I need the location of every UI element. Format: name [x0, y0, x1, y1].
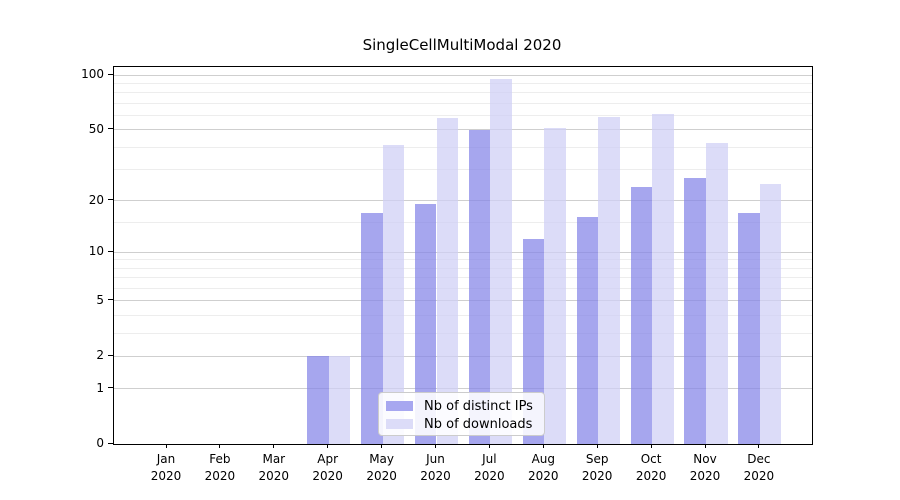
x-axis-tick-mark [219, 444, 221, 448]
x-axis-tick-year: 2020 [312, 469, 343, 483]
y-axis-tick-mark [108, 199, 113, 201]
gridline-major [114, 200, 812, 202]
x-axis-tick-label: Jan 2020 [134, 451, 198, 485]
x-axis-tick-year: 2020 [743, 469, 775, 483]
y-axis-tick-label: 1 [96, 380, 104, 395]
x-axis-tick-mark [381, 444, 383, 448]
x-axis-tick-mark [650, 444, 652, 448]
gridline-minor [114, 146, 812, 148]
x-axis-tick-year: 2020 [150, 469, 182, 483]
x-axis-tick-label: Apr 2020 [296, 451, 360, 485]
x-axis-tick-year: 2020 [366, 469, 397, 483]
x-axis-tick-mark [273, 444, 275, 448]
bar-downloads [490, 79, 512, 444]
x-axis-tick-mark [758, 444, 760, 448]
x-axis-tick-label: Jul 2020 [457, 451, 521, 485]
x-axis-tick-mark [327, 444, 329, 448]
legend-swatch-downloads [386, 419, 413, 429]
x-axis-tick-year: 2020 [258, 469, 290, 483]
x-axis-tick-mark [596, 444, 598, 448]
gridline-minor [114, 277, 812, 279]
x-axis-tick-label: Dec 2020 [727, 451, 791, 485]
x-axis-tick-year: 2020 [689, 469, 721, 483]
gridline-minor [114, 82, 812, 84]
legend-label-distinct-ips: Nb of distinct IPs [424, 398, 533, 414]
chart-title: SingleCellMultiModal 2020 [362, 36, 562, 54]
x-axis-tick-year: 2020 [420, 469, 451, 483]
bar-downloads [652, 114, 674, 444]
x-axis-tick-label: Feb 2020 [188, 451, 252, 485]
bar-distinct-ips [684, 177, 706, 444]
y-axis-tick-label: 100 [81, 67, 104, 81]
bar-downloads [706, 143, 728, 444]
bar-distinct-ips [576, 217, 599, 444]
x-axis-tick-label: Oct 2020 [619, 451, 683, 485]
bar-downloads [544, 128, 566, 444]
bar-downloads [436, 117, 459, 444]
x-axis-tick-year: 2020 [635, 469, 667, 483]
gridline-minor [114, 314, 812, 316]
y-axis-tick-mark [108, 250, 113, 252]
y-axis-tick-label: 10 [88, 244, 104, 259]
gridline-minor [114, 267, 812, 269]
bar-downloads [598, 116, 620, 444]
legend-label-downloads: Nb of downloads [424, 416, 533, 432]
gridline-minor [114, 114, 812, 116]
x-axis-tick-year: 2020 [474, 469, 505, 483]
x-axis-tick-label: Jun 2020 [404, 451, 468, 485]
gridline-minor [114, 102, 812, 104]
x-axis-tick-label: May 2020 [350, 451, 414, 485]
bar-downloads [382, 145, 405, 444]
legend: Nb of distinct IPs Nb of downloads [378, 392, 545, 436]
bar-distinct-ips [307, 356, 329, 444]
x-axis-tick-year: 2020 [581, 469, 613, 483]
plot-area [113, 66, 813, 445]
y-axis-tick-mark [108, 128, 113, 130]
y-axis-tick-mark [108, 442, 113, 444]
bar-downloads [759, 183, 782, 444]
bar-distinct-ips [468, 129, 491, 444]
gridline-minor [114, 259, 812, 261]
gridline-minor [114, 332, 812, 334]
y-axis-tick-mark [108, 387, 113, 389]
gridline-major [114, 388, 812, 390]
bar-distinct-ips [414, 204, 437, 444]
y-axis-tick-label: 5 [96, 292, 104, 307]
x-axis-tick-label: Mar 2020 [242, 451, 306, 485]
gridline-major [114, 251, 812, 253]
legend-swatch-distinct-ips [386, 401, 413, 411]
x-axis-tick-mark [488, 444, 490, 448]
x-axis-tick-label: Sep 2020 [565, 451, 629, 485]
y-axis-tick-label: 0 [96, 436, 104, 450]
y-axis-tick-label: 50 [88, 121, 104, 136]
x-axis-tick-label: Aug 2020 [511, 451, 575, 485]
y-axis-tick-mark [108, 354, 113, 356]
bar-distinct-ips [361, 212, 383, 444]
x-axis-tick-mark [704, 444, 706, 448]
x-axis-tick-mark [165, 444, 167, 448]
gridline-major [114, 300, 812, 302]
x-axis-tick-year: 2020 [204, 469, 236, 483]
gridline-minor [114, 287, 812, 289]
gridline-minor [114, 221, 812, 223]
y-axis-tick-label: 20 [88, 192, 104, 207]
bar-distinct-ips [630, 186, 653, 444]
x-axis-tick-mark [542, 444, 544, 448]
bar-distinct-ips [738, 212, 760, 444]
y-axis-tick-label: 2 [96, 348, 104, 363]
legend-item-distinct-ips: Nb of distinct IPs [386, 397, 544, 415]
legend-item-downloads: Nb of downloads [386, 415, 544, 433]
x-axis-tick-label: Nov 2020 [673, 451, 737, 485]
gridline-major [114, 129, 812, 131]
y-axis-tick-mark [108, 299, 113, 301]
gridline-minor [114, 92, 812, 94]
gridline-minor [114, 168, 812, 170]
y-axis-tick-mark [108, 73, 113, 75]
x-axis-tick-mark [435, 444, 436, 448]
x-axis-tick-year: 2020 [528, 469, 559, 483]
gridline-major [114, 74, 812, 76]
bar-downloads [328, 356, 351, 444]
gridline-major [114, 355, 812, 357]
